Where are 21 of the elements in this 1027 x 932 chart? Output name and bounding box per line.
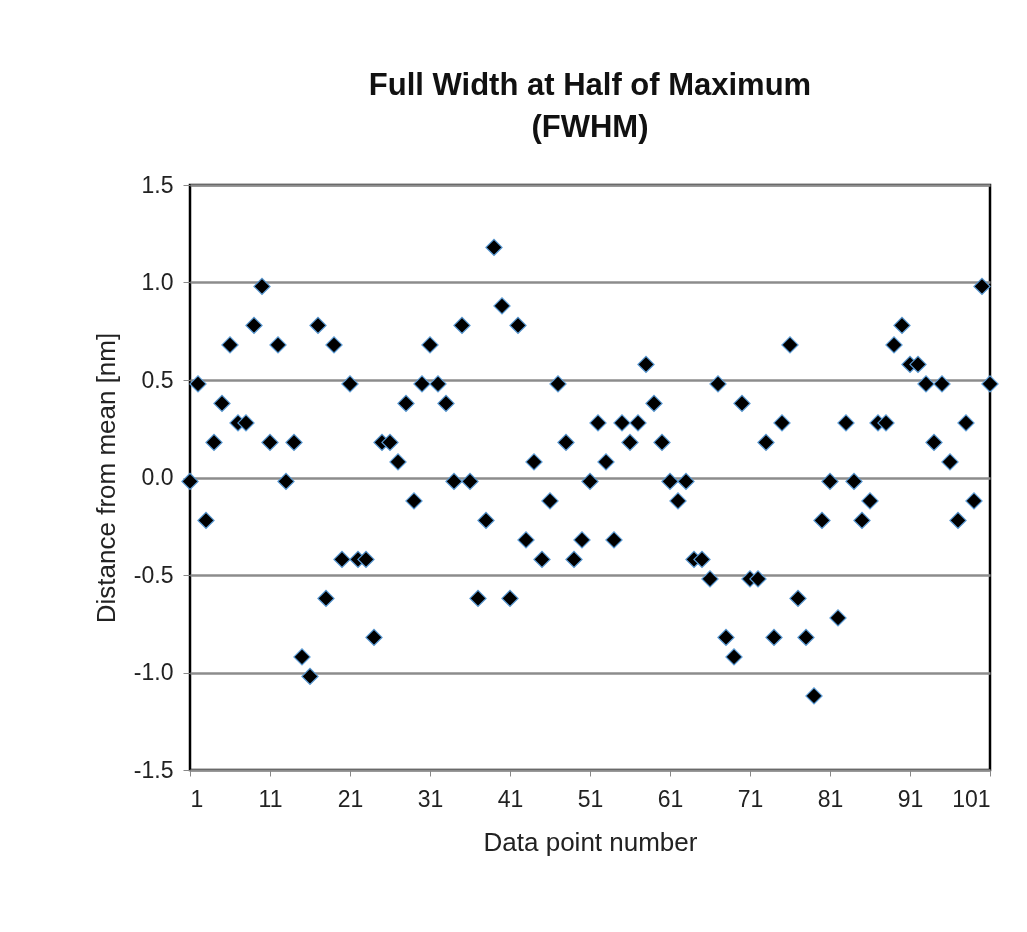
chart-title: Full Width at Half of Maximum (FWHM) (368, 67, 812, 144)
x-tick-label: 61 (657, 785, 684, 812)
y-tick-label: 1.5 (141, 171, 174, 198)
x-tick-label: 21 (337, 785, 364, 812)
x-tick-label: 51 (577, 785, 604, 812)
x-tick-label: 81 (817, 785, 844, 812)
y-tick-label: 0.0 (141, 464, 174, 490)
x-tick-label: 11 (258, 785, 283, 812)
x-tick-label: 41 (497, 785, 524, 812)
x-tick-label: 31 (417, 785, 444, 812)
x-tick-label: 91 (897, 785, 924, 812)
x-tick-label: 1 (190, 785, 204, 812)
x-axis-title: Data point number (483, 826, 698, 857)
x-tick-label: 71 (737, 785, 764, 812)
y-tick-label: -1.0 (133, 659, 174, 685)
y-tick-label: -0.5 (133, 561, 174, 588)
y-tick-label: 0.5 (141, 366, 174, 393)
x-tick-label: 101 (952, 785, 991, 812)
y-axis-title: Distance from mean [nm] (90, 332, 121, 624)
y-tick-label: -1.5 (133, 756, 174, 783)
y-tick-label: 1.0 (141, 269, 174, 295)
